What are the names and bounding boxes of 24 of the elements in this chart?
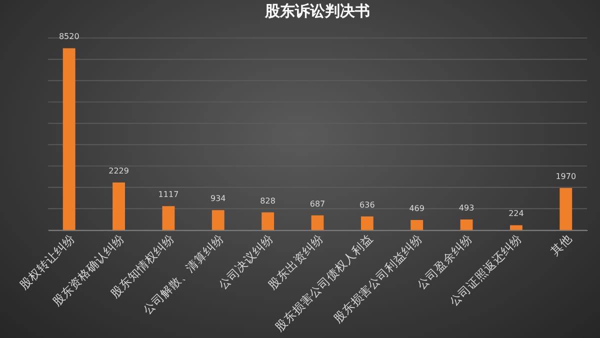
bar: [162, 206, 175, 230]
bar: [560, 188, 572, 230]
x-tick-label: 其他: [548, 231, 574, 258]
data-label: 8520: [58, 32, 80, 42]
data-label: 687: [310, 199, 326, 208]
data-label: 224: [508, 209, 524, 218]
chart-title: 股东诉讼判决书: [264, 2, 370, 20]
bar: [62, 48, 76, 230]
bar: [460, 219, 473, 230]
bar: [212, 210, 224, 230]
bar: [262, 212, 274, 230]
data-label: 1970: [556, 172, 576, 181]
data-label: 1117: [158, 190, 179, 200]
bar: [112, 182, 125, 230]
data-label: 934: [210, 194, 226, 204]
data-label: 469: [409, 204, 424, 213]
bar: [510, 225, 522, 230]
bar: [360, 216, 374, 230]
data-label: 2229: [108, 166, 129, 176]
data-label: 493: [458, 203, 474, 212]
data-label: 636: [360, 200, 375, 210]
bar: [410, 220, 424, 230]
data-label: 828: [260, 196, 276, 206]
bar: [311, 215, 324, 230]
